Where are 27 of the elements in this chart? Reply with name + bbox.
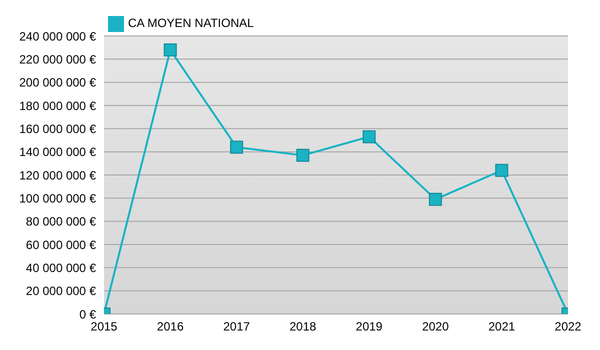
y-tick-label: 220 000 000 € [19, 52, 96, 66]
point [495, 164, 508, 177]
y-tick-label: 20 000 000 € [26, 284, 96, 298]
point [230, 140, 244, 154]
x-tick-label: 2020 [422, 320, 450, 334]
y-tick-label: 140 000 000 € [19, 145, 96, 160]
y-tick-label: 160 000 000 € [19, 122, 96, 136]
y-tick-label: 120 000 000 € [19, 168, 96, 182]
y-tick-label: 240 000 000 € [19, 29, 96, 44]
x-tick-label: 2019 [356, 320, 383, 334]
x-tick-label: 2015 [90, 320, 118, 334]
x-tick-label: 2017 [223, 320, 250, 334]
point [296, 148, 310, 162]
y-tick-label: 180 000 000 € [19, 98, 96, 113]
legend-label: CA MOYEN NATIONAL [128, 16, 254, 30]
point [362, 130, 376, 144]
y-tick-label: 0 € [79, 307, 96, 322]
x-tick-label: 2021 [488, 320, 516, 334]
y-tick-label: 60 000 000 € [26, 238, 96, 252]
y-tick-label: 100 000 000 € [19, 191, 96, 206]
x-tick-label: 2022 [554, 320, 582, 334]
x-tick-label: 2016 [156, 320, 184, 334]
point [428, 192, 442, 206]
x-tick-label: 2018 [290, 320, 317, 334]
y-tick-label: 200 000 000 € [19, 76, 96, 90]
y-tick-label: 40 000 000 € [26, 260, 96, 275]
y-tick-label: 80 000 000 € [26, 214, 96, 229]
